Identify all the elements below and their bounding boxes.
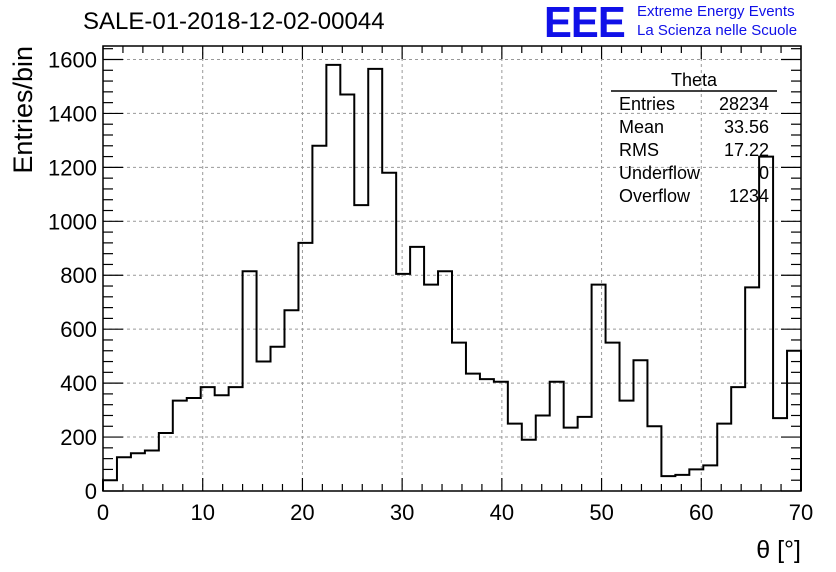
- y-tick-label: 1200: [48, 155, 97, 180]
- histogram-bin: [647, 426, 661, 491]
- y-tick-label: 400: [60, 371, 97, 396]
- histogram-bin: [340, 95, 354, 491]
- stats-row-label: Overflow: [619, 186, 691, 206]
- x-tick-label: 10: [190, 500, 214, 525]
- axis-labels: 0 10 20 30 40 50 60 70 0 200 400 600 800 1000 1200 1400…: [48, 47, 813, 525]
- histogram-bin: [382, 173, 396, 491]
- histogram-bin: [187, 398, 201, 491]
- histogram-bin: [592, 285, 606, 491]
- stats-box: Theta Entries 28234 Mean 33.56 RMS 17.22 Underf…: [611, 70, 777, 206]
- x-tick-label: 60: [689, 500, 713, 525]
- histogram-bin: [480, 379, 494, 491]
- y-tick-label: 800: [60, 263, 97, 288]
- histogram-bin: [703, 465, 717, 491]
- eee-logo: EEE: [544, 0, 626, 47]
- histogram-bin: [326, 65, 340, 491]
- y-tick-label: 600: [60, 317, 97, 342]
- stats-row-label: Underflow: [619, 163, 701, 183]
- x-tick-label: 40: [490, 500, 514, 525]
- histogram-bin: [606, 343, 620, 491]
- histogram-bin: [159, 433, 173, 491]
- histogram-bin: [438, 271, 452, 491]
- logo-caption-line-2: La Scienza nelle Scuole: [637, 22, 798, 39]
- histogram-bin: [550, 382, 564, 491]
- x-axis-label: θ [°]: [756, 536, 801, 564]
- stats-row-label: Mean: [619, 117, 664, 137]
- histogram-bin: [312, 146, 326, 491]
- histogram-bin: [424, 285, 438, 491]
- y-tick-label: 200: [60, 425, 97, 450]
- histogram-bin: [368, 69, 382, 491]
- axis-ticks: [102, 46, 802, 492]
- x-tick-label: 30: [390, 500, 414, 525]
- histogram-series: [102, 63, 802, 491]
- chart-title: SALE-01-2018-12-02-00044: [83, 8, 385, 35]
- histogram-bin: [257, 362, 271, 491]
- histogram-bin: [117, 457, 131, 491]
- histogram-bin: [145, 451, 159, 491]
- histogram-bin: [536, 415, 550, 491]
- histogram-bin: [773, 418, 787, 491]
- histogram-bin: [466, 374, 480, 491]
- logo-caption-line-1: Extreme Energy Events: [637, 3, 795, 20]
- histogram-bin: [731, 387, 745, 491]
- stats-row-value: 0: [759, 163, 769, 183]
- histogram-bin: [271, 347, 285, 491]
- histogram-bin: [354, 205, 368, 491]
- eee-logo-caption: Extreme Energy Events La Scienza nelle S…: [637, 2, 797, 40]
- histogram-bin: [675, 475, 689, 491]
- histogram-bin: [173, 401, 187, 491]
- histogram-bin: [717, 424, 731, 491]
- plot-frame: [102, 45, 802, 492]
- histogram-bin: [564, 428, 578, 491]
- stats-row-label: Entries: [619, 94, 675, 114]
- y-tick-label: 1600: [48, 47, 97, 72]
- stats-row-value: 28234: [719, 94, 769, 114]
- histogram-bin: [620, 401, 634, 491]
- histogram-bin: [103, 480, 117, 491]
- histogram-bin: [745, 287, 759, 491]
- y-tick-label: 0: [85, 479, 97, 504]
- y-tick-label: 1400: [48, 101, 97, 126]
- x-tick-label: 0: [97, 500, 109, 525]
- histogram-bin: [522, 440, 536, 491]
- histogram-bin: [452, 343, 466, 491]
- histogram-bin: [410, 247, 424, 491]
- histogram-bin: [759, 157, 773, 491]
- histogram-bin: [508, 424, 522, 491]
- histogram-outline: [102, 63, 802, 491]
- stats-row-value: 1234: [729, 186, 769, 206]
- histogram-bin: [201, 387, 215, 491]
- histogram-bin: [215, 395, 229, 491]
- histogram-bin: [229, 387, 243, 491]
- stats-row-value: 33.56: [724, 117, 769, 137]
- y-tick-label: 1000: [48, 209, 97, 234]
- histogram-bin: [633, 360, 647, 491]
- histogram-bin: [284, 310, 298, 491]
- histogram-bin: [578, 417, 592, 491]
- stats-row-value: 17.22: [724, 140, 769, 160]
- histogram-bin: [661, 476, 675, 491]
- x-tick-label: 50: [589, 500, 613, 525]
- x-tick-label: 70: [789, 500, 813, 525]
- histogram-bin: [243, 271, 257, 491]
- x-tick-label: 20: [290, 500, 314, 525]
- grid: [103, 46, 801, 491]
- y-axis-label: Entries/bin: [8, 46, 38, 174]
- stats-title: Theta: [671, 70, 718, 90]
- stats-row-label: RMS: [619, 140, 659, 160]
- histogram-bin: [298, 243, 312, 491]
- histogram-bin: [396, 274, 410, 491]
- histogram-bin: [494, 382, 508, 491]
